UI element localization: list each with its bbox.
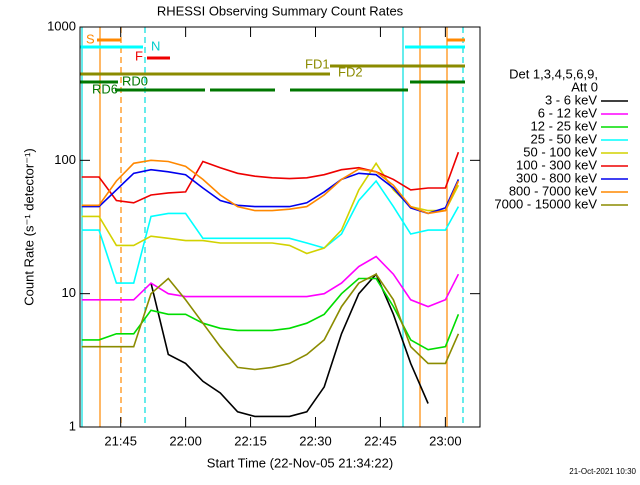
legend-title: Det 1,3,4,5,6,9,: [509, 66, 598, 81]
series-line: [81, 151, 460, 204]
annotation: N: [151, 38, 160, 53]
x-tick-label: 22:30: [299, 433, 332, 448]
series-line: [81, 168, 460, 215]
x-tick-label: 22:15: [234, 433, 267, 448]
y-axis-label: Count Rate (s⁻¹ detector⁻¹): [21, 148, 36, 306]
annotation: RD0: [122, 73, 148, 88]
legend-label: 3 - 6 keV: [545, 92, 597, 107]
legend-label: 300 - 800 keV: [516, 170, 597, 185]
legend-label: 800 - 7000 keV: [509, 183, 598, 198]
legend-label: 12 - 25 keV: [531, 118, 598, 133]
y-tick-label: 100: [54, 152, 76, 167]
x-axis-label: Start Time (22-Nov-05 21:34:22): [207, 455, 393, 470]
x-tick-label: 22:00: [169, 433, 202, 448]
legend-label: 100 - 300 keV: [516, 157, 597, 172]
annotation: F: [135, 48, 143, 63]
x-tick-label: 23:00: [429, 433, 462, 448]
x-tick-label: 22:45: [364, 433, 397, 448]
legend-label: 50 - 100 keV: [523, 144, 597, 159]
chart-title: RHESSI Observing Summary Count Rates: [157, 3, 404, 18]
annotation: FD1: [305, 56, 330, 71]
legend-label: 25 - 50 keV: [531, 131, 598, 146]
series-line: [81, 159, 460, 215]
series-line: [81, 273, 460, 371]
legend-label: 7000 - 15000 keV: [494, 196, 597, 211]
annotation: S: [86, 31, 95, 46]
series-line: [81, 255, 460, 308]
flag-bars: [80, 38, 465, 92]
y-tick-label: 1000: [47, 18, 76, 33]
y-tick-label: 10: [62, 285, 76, 300]
plot-frame: [79, 26, 481, 428]
x-tick-label: 21:45: [104, 433, 137, 448]
legend-label: 6 - 12 keV: [538, 105, 598, 120]
annotation: FD2: [338, 64, 363, 79]
legend-title: Att 0: [571, 79, 598, 94]
y-tick-label: 1: [69, 418, 76, 433]
annotation: RD6: [92, 81, 118, 96]
footer: 21-Oct-2021 10:30: [569, 467, 636, 476]
